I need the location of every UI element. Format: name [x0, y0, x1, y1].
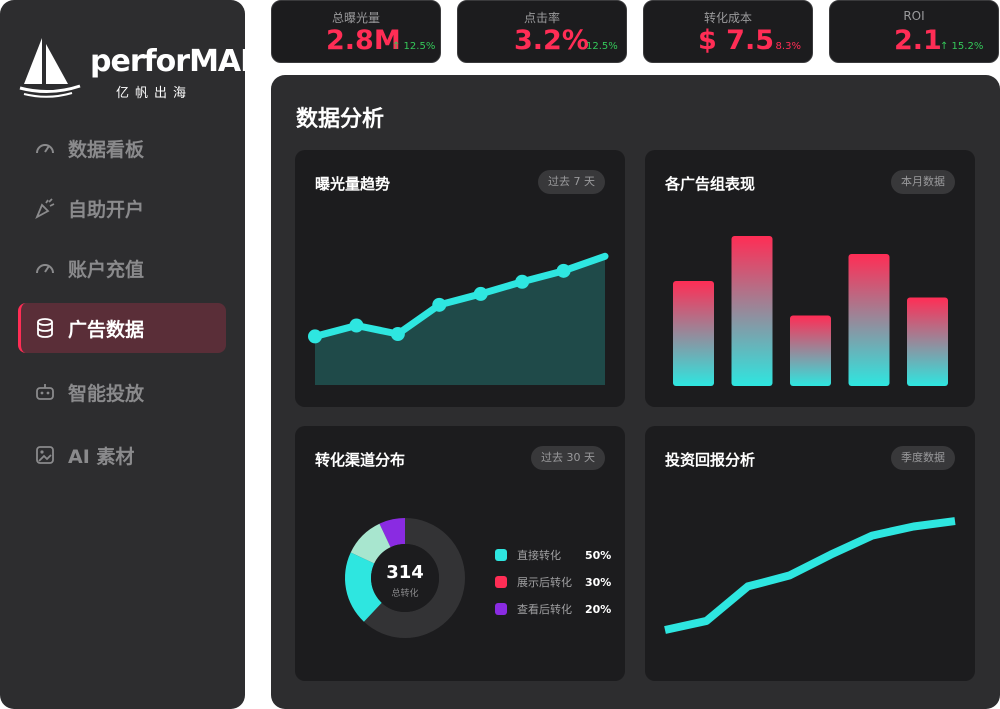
- ad-group-bar: [673, 281, 714, 386]
- card-title: 投资回报分析: [665, 451, 756, 469]
- donut-total-label: 总转化: [391, 589, 419, 599]
- conversion-channel-card: 转化渠道分布 过去 30 天 314 总转化 直接转化 50% 展示后转化 30…: [295, 426, 625, 681]
- sidebar-item-label: 账户充值: [68, 258, 145, 281]
- exposure-series-line: [311, 252, 609, 340]
- sidebar-item-ai-assets[interactable]: AI 素材: [18, 430, 226, 480]
- legend-swatch: [495, 549, 507, 561]
- legend-value: 30%: [585, 575, 612, 589]
- ad-group-bar: [848, 254, 890, 386]
- date-range-badge[interactable]: 过去 7 天: [538, 170, 605, 194]
- exposure-data-point: [515, 274, 530, 289]
- legend-label: 查看后转化: [517, 603, 572, 616]
- sidebar-item-label: AI 素材: [68, 445, 135, 468]
- sidebar-item-label: 智能投放: [68, 382, 145, 405]
- stat-label: 点击率: [523, 11, 560, 25]
- exposure-chart: [308, 252, 609, 385]
- legend-swatch: [495, 576, 507, 588]
- sidebar-item-ad-data[interactable]: 广告数据: [18, 303, 226, 353]
- donut-slice-view-through: [379, 518, 405, 548]
- exposure-trend-card: 曝光量趋势 过去 7 天: [295, 150, 625, 407]
- stat-value: 2.1: [894, 25, 942, 56]
- donut-slice-post-display: [350, 523, 391, 564]
- exposure-data-point: [349, 318, 364, 333]
- roi-chart: [664, 517, 956, 634]
- date-range-badge[interactable]: 季度数据: [891, 446, 955, 470]
- page-title: 数据分析: [296, 107, 385, 132]
- card-title: 转化渠道分布: [315, 451, 406, 469]
- sidebar: perforMAD 亿帆出海 数据看板 自助开户 账户充值 广告数据 智能投放: [0, 0, 265, 709]
- ad-group-chart: [673, 236, 948, 386]
- ad-group-performance-card: 各广告组表现 本月数据: [645, 150, 975, 407]
- donut-total: 314: [386, 562, 424, 583]
- sidebar-item-label: 数据看板: [68, 138, 145, 161]
- donut-slice-direct: [345, 552, 382, 622]
- exposure-data-point: [308, 329, 322, 344]
- conversion-donut-chart: [345, 518, 465, 638]
- gauge-icon: [34, 137, 56, 159]
- database-icon: [34, 317, 56, 339]
- stat-card-roi: ROI 2.1 ↑ 15.2%: [829, 0, 999, 63]
- image-file-icon: [34, 444, 56, 466]
- legend-swatch: [495, 603, 507, 615]
- legend-label: 直接转化: [517, 549, 561, 562]
- sidebar-item-label: 广告数据: [68, 318, 145, 341]
- ad-group-bar: [790, 315, 831, 386]
- sidebar-item-smart-delivery[interactable]: 智能投放: [18, 367, 226, 417]
- exposure-area-fill: [315, 256, 605, 385]
- party-popper-icon: [34, 197, 56, 219]
- stat-value: 3.2%: [514, 25, 589, 56]
- sidebar-item-self-open-account[interactable]: 自助开户: [18, 183, 226, 233]
- stat-change: ↑ 15.2%: [940, 41, 984, 52]
- sidebar-item-account-recharge[interactable]: 账户充值: [18, 243, 226, 293]
- sailboat-icon: [19, 38, 81, 98]
- sidebar-item-dashboard[interactable]: 数据看板: [18, 123, 226, 173]
- brand-name: perforMAD: [90, 44, 265, 79]
- stat-label: 总曝光量: [331, 11, 380, 25]
- ad-group-bar: [907, 297, 948, 386]
- legend-value: 50%: [585, 548, 612, 562]
- brand-tagline: 亿帆出海: [116, 86, 193, 101]
- robot-icon: [34, 381, 56, 403]
- legend-item-direct: 直接转化 50%: [495, 547, 611, 563]
- stat-change: ↓ 8.3%: [764, 41, 801, 52]
- exposure-data-point: [432, 297, 447, 312]
- stat-card-impressions: 总曝光量 2.8M ↑ 12.5%: [271, 0, 441, 63]
- ad-group-bar: [731, 236, 773, 386]
- roi-series-line: [664, 517, 956, 634]
- stat-card-conversion-cost: 转化成本 $ 7.5 ↓ 8.3%: [643, 0, 813, 63]
- stat-value: $ 7.5: [698, 25, 775, 56]
- date-range-badge[interactable]: 过去 30 天: [531, 446, 605, 470]
- legend-item-post-view: 查看后转化 20%: [495, 601, 611, 617]
- gauge-icon: [34, 257, 56, 279]
- stat-change: ↑ 12.5%: [392, 41, 436, 52]
- stat-value: 2.8M: [326, 25, 401, 56]
- stat-label: 转化成本: [703, 11, 752, 25]
- legend-value: 20%: [585, 602, 612, 616]
- legend-item-post-display: 展示后转化 30%: [495, 574, 611, 590]
- card-title: 各广告组表现: [665, 175, 756, 193]
- stat-label: ROI: [903, 9, 925, 23]
- exposure-data-point: [473, 286, 488, 301]
- exposure-data-point: [390, 327, 405, 341]
- roi-analysis-card: 投资回报分析 季度数据: [645, 426, 975, 681]
- donut-hole: [371, 544, 439, 612]
- legend-label: 展示后转化: [517, 576, 572, 589]
- sidebar-item-label: 自助开户: [68, 198, 145, 221]
- exposure-data-point: [556, 263, 571, 278]
- stat-card-ctr: 点击率 3.2% 12.5%: [457, 0, 627, 63]
- data-analysis-panel: 数据分析 曝光量趋势 过去 7 天 各广告组表现 本月数据 转化渠道分布 过去 …: [271, 75, 1000, 709]
- stat-change: 12.5%: [586, 41, 618, 52]
- card-title: 曝光量趋势: [315, 175, 391, 193]
- brand-logo: perforMAD 亿帆出海: [18, 36, 265, 106]
- date-range-badge[interactable]: 本月数据: [891, 170, 955, 194]
